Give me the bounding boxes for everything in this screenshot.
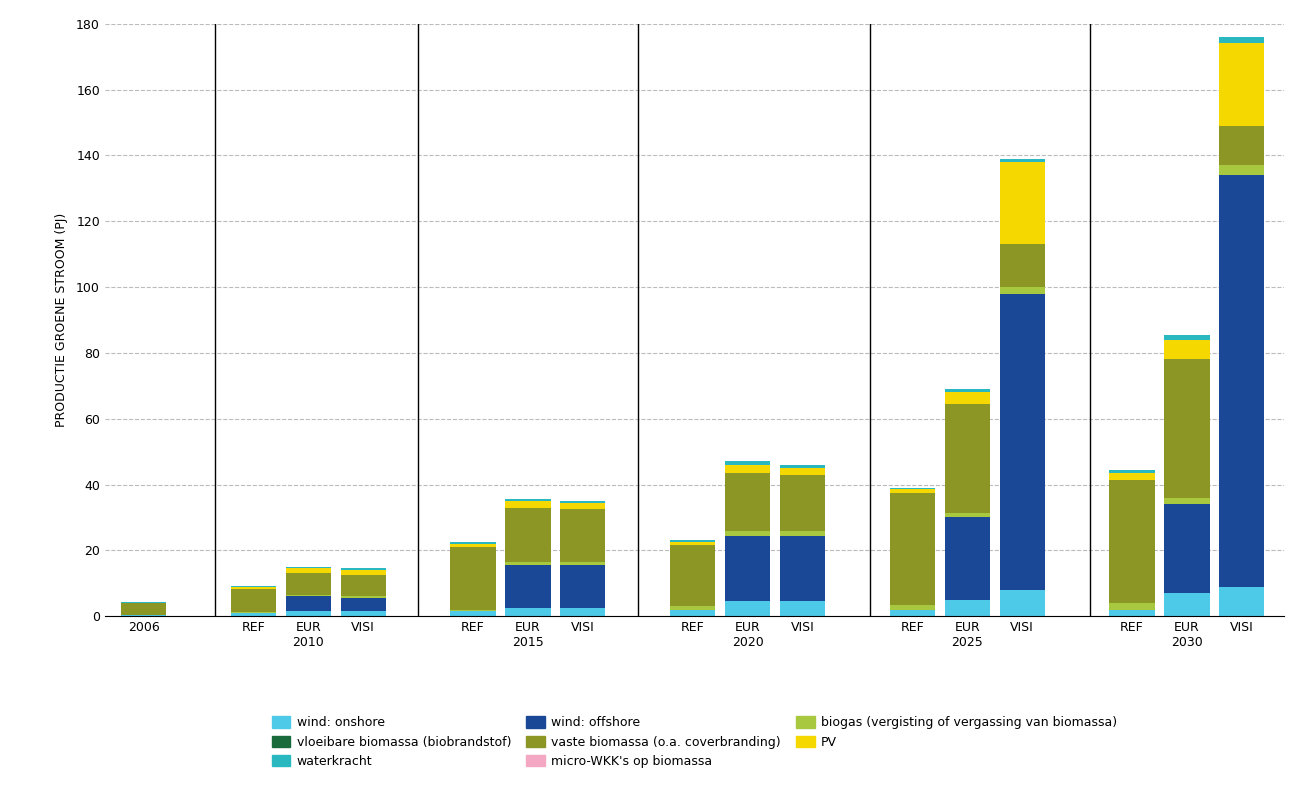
Bar [451, 542, 495, 544]
Bar [779, 468, 825, 475]
Bar [1165, 593, 1209, 616]
Bar [945, 393, 990, 404]
Bar [286, 569, 331, 574]
Legend: wind: onshore, vloeibare biomassa (biobrandstof), waterkracht, wind: offshore, v: wind: onshore, vloeibare biomassa (biobr… [267, 711, 1121, 773]
Bar [121, 615, 166, 616]
Bar [231, 587, 276, 589]
Bar [724, 473, 770, 531]
Bar [506, 507, 550, 562]
Bar [1110, 480, 1154, 603]
Bar [1165, 498, 1209, 504]
Bar [231, 585, 276, 587]
Y-axis label: PRODUCTIE GROENE STROOM (PJ): PRODUCTIE GROENE STROOM (PJ) [55, 213, 68, 427]
Bar [724, 465, 770, 473]
Bar [341, 611, 386, 616]
Bar [1000, 159, 1045, 162]
Bar [889, 490, 935, 493]
Bar [561, 502, 605, 510]
Bar [1000, 244, 1045, 287]
Bar [779, 601, 825, 616]
Bar [724, 531, 770, 536]
Bar [1000, 287, 1045, 294]
Bar [561, 608, 605, 616]
Bar [341, 569, 386, 570]
Bar [1165, 340, 1209, 359]
Bar [506, 499, 550, 501]
Bar [286, 574, 331, 595]
Bar [1000, 590, 1045, 616]
Bar [506, 501, 550, 507]
Bar [286, 611, 331, 616]
Bar [1220, 586, 1264, 616]
Bar [889, 493, 935, 604]
Bar [341, 596, 386, 598]
Bar [671, 545, 715, 607]
Bar [341, 570, 386, 575]
Bar [889, 604, 935, 610]
Bar [779, 465, 825, 468]
Bar [231, 612, 276, 613]
Bar [231, 589, 276, 612]
Bar [724, 461, 770, 465]
Bar [451, 544, 495, 547]
Bar [1165, 359, 1209, 498]
Bar [1110, 473, 1154, 480]
Bar [506, 562, 550, 565]
Bar [1220, 175, 1264, 586]
Bar [671, 542, 715, 545]
Bar [341, 575, 386, 596]
Bar [1165, 335, 1209, 340]
Bar [724, 601, 770, 616]
Bar [561, 562, 605, 565]
Bar [889, 488, 935, 490]
Bar [1110, 603, 1154, 610]
Bar [671, 540, 715, 542]
Bar [1110, 610, 1154, 616]
Bar [286, 596, 331, 611]
Bar [451, 611, 495, 616]
Bar [1220, 37, 1264, 43]
Bar [945, 389, 990, 393]
Bar [451, 610, 495, 611]
Bar [724, 536, 770, 601]
Bar [506, 565, 550, 608]
Bar [341, 598, 386, 611]
Bar [1220, 126, 1264, 165]
Bar [121, 602, 166, 603]
Bar [779, 475, 825, 531]
Bar [121, 603, 166, 615]
Bar [286, 595, 331, 596]
Bar [286, 567, 331, 569]
Bar [451, 547, 495, 610]
Bar [561, 510, 605, 562]
Bar [506, 608, 550, 616]
Bar [1220, 165, 1264, 175]
Bar [945, 513, 990, 517]
Bar [671, 610, 715, 616]
Bar [945, 404, 990, 513]
Bar [1000, 294, 1045, 590]
Bar [561, 501, 605, 502]
Bar [671, 607, 715, 610]
Bar [561, 565, 605, 608]
Bar [1110, 470, 1154, 473]
Bar [889, 610, 935, 616]
Bar [231, 613, 276, 616]
Bar [1220, 43, 1264, 126]
Bar [779, 531, 825, 536]
Bar [1165, 504, 1209, 593]
Bar [945, 600, 990, 616]
Bar [779, 536, 825, 601]
Bar [945, 517, 990, 600]
Bar [1000, 162, 1045, 244]
